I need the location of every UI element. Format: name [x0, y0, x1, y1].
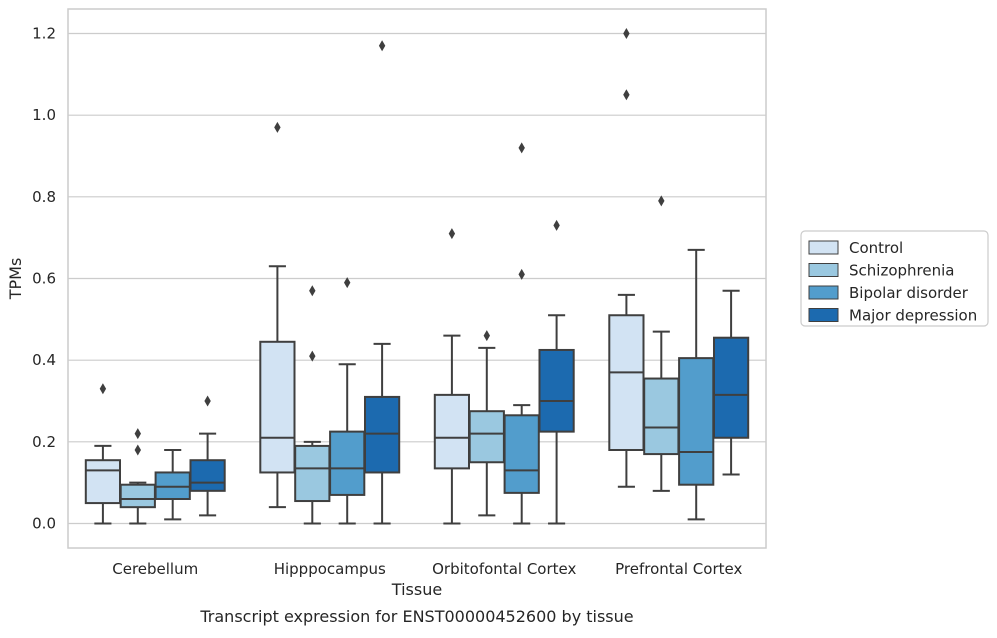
- plot-frame: [67, 8, 767, 549]
- outlier-point: [518, 142, 525, 154]
- legend-label: Major depression: [849, 307, 977, 325]
- y-tick-label: 0.6: [32, 270, 56, 288]
- legend-label: Schizophrenia: [849, 262, 954, 280]
- y-tick-label: 1.0: [32, 106, 56, 124]
- box: [678, 357, 715, 486]
- outlier-point: [518, 268, 525, 280]
- x-tick-label: Cerebellum: [112, 560, 198, 578]
- box: [363, 395, 401, 474]
- y-tick-label: 0.4: [32, 351, 56, 369]
- x-tick-label: Prefrontal Cortex: [615, 560, 742, 578]
- box: [608, 314, 645, 451]
- box: [119, 483, 156, 509]
- category-group: [433, 142, 575, 525]
- box: [643, 377, 680, 456]
- outlier-point: [378, 40, 386, 52]
- outlier-point: [274, 121, 281, 133]
- box: [329, 430, 366, 496]
- outlier-point: [344, 277, 351, 289]
- box: [189, 459, 226, 492]
- outlier-point: [483, 330, 490, 342]
- legend-swatch: [808, 308, 839, 322]
- grid-lines: [68, 32, 766, 525]
- box: [154, 471, 191, 501]
- x-axis-label: Tissue: [391, 580, 442, 599]
- x-axis-ticks: Cerebellum Hipppocampus Orbitofontal Corte…: [112, 560, 742, 578]
- box: [468, 410, 505, 464]
- box: [433, 393, 471, 470]
- chart-caption: Transcript expression for ENST0000045260…: [199, 607, 633, 626]
- outlier-point: [134, 444, 141, 456]
- outlier-point: [204, 395, 211, 407]
- y-tick-label: 1.2: [32, 25, 56, 43]
- y-tick-label: 0.8: [32, 188, 56, 206]
- legend-swatch: [808, 263, 839, 277]
- y-axis-ticks: 0.0 0.2 0.4 0.6 0.8 1.0 1.2: [32, 25, 56, 533]
- box: [503, 414, 540, 494]
- category-group: [259, 40, 401, 525]
- legend-label: Control: [849, 239, 903, 257]
- outlier-point: [623, 28, 630, 39]
- x-tick-label: Orbitofontal Cortex: [432, 560, 576, 578]
- outlier-point: [134, 428, 141, 440]
- box: [259, 340, 296, 474]
- legend-label: Bipolar disorder: [849, 284, 969, 302]
- outlier-point: [623, 89, 630, 101]
- box-groups: [84, 28, 750, 525]
- legend-box: [800, 230, 989, 327]
- category-group: [608, 28, 750, 521]
- box: [712, 336, 750, 439]
- category-group: [84, 383, 226, 525]
- x-tick-label: Hipppocampus: [274, 560, 386, 578]
- y-tick-label: 0.0: [32, 515, 56, 533]
- outlier-point: [309, 350, 316, 362]
- y-axis-label: TPMs: [6, 258, 25, 301]
- outlier-point: [309, 285, 316, 297]
- box: [84, 459, 122, 505]
- outlier-point: [99, 383, 107, 395]
- outlier-point: [553, 219, 560, 231]
- box: [294, 444, 331, 503]
- box: [538, 348, 575, 433]
- outlier-point: [658, 195, 665, 207]
- outlier-point: [448, 228, 456, 240]
- legend-swatch: [808, 285, 839, 300]
- legend-swatch: [808, 240, 839, 255]
- legend: Control Schizophrenia Bipolar disorder Majo…: [800, 230, 989, 327]
- y-tick-label: 0.2: [32, 433, 56, 451]
